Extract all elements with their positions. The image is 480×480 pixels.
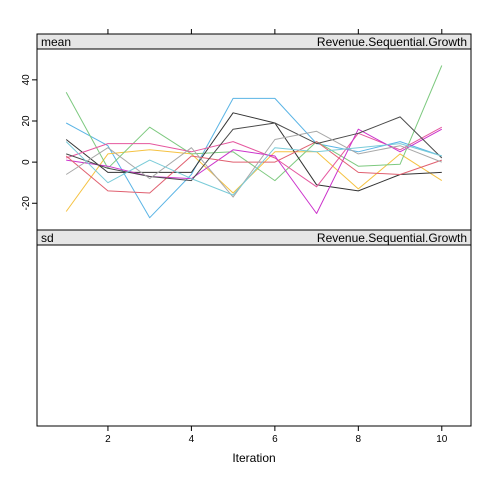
x-axis-label: Iteration: [232, 451, 275, 465]
panel-mean: mean Revenue.Sequential.Growth -20 0 20 40: [21, 33, 472, 231]
panel-mean-frame: [36, 48, 472, 231]
x-tick-label-6: 6: [272, 434, 278, 445]
top-axis: [107, 29, 443, 34]
y-tick-label-0: 0: [21, 159, 32, 165]
strip-sd-left-label: sd: [41, 231, 54, 245]
panel-sd: sd Revenue.Sequential.Growth: [36, 229, 472, 427]
series-line-9: [65, 130, 442, 198]
x-tick-label-8: 8: [356, 434, 362, 445]
x-tick-label-2: 2: [105, 434, 111, 445]
bottom-axis: 2 4 6 8 10: [105, 426, 448, 445]
y-tick-label-40: 40: [21, 74, 32, 86]
series-line-10: [65, 141, 442, 196]
x-tick-label-10: 10: [436, 434, 448, 445]
series-line-4: [65, 112, 442, 192]
strip-mean-right-label: Revenue.Sequential.Growth: [317, 35, 467, 49]
series-line-3: [65, 65, 443, 182]
series-line-2: [65, 149, 443, 212]
strip-sd-right-label: Revenue.Sequential.Growth: [317, 231, 467, 245]
x-tick-label-4: 4: [189, 434, 195, 445]
mean-y-axis: -20 0 20 40: [21, 74, 37, 211]
series-line-7: [65, 141, 442, 194]
strip-mean-left-label: mean: [41, 35, 71, 49]
panel-sd-frame: [36, 244, 472, 427]
mean-series-group: [65, 65, 443, 219]
y-tick-label-20: 20: [21, 115, 32, 127]
y-tick-label--20: -20: [21, 196, 32, 211]
series-line-5: [66, 126, 443, 188]
series-line-1: [65, 97, 442, 219]
series-line-8: [66, 116, 443, 182]
